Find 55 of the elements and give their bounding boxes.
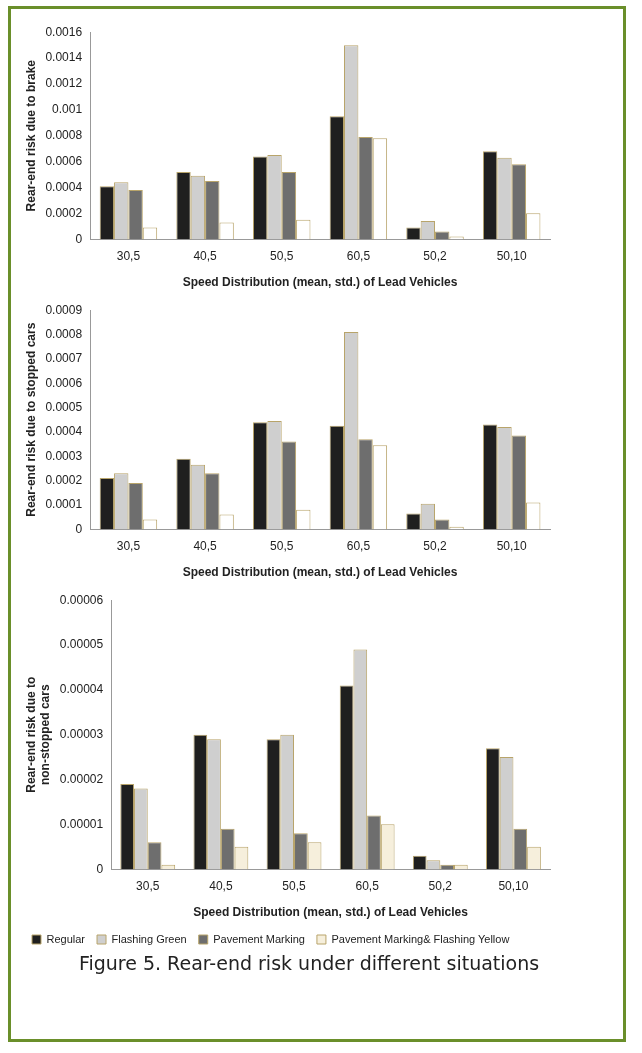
y-tick-label: 0.001 bbox=[52, 102, 83, 117]
y-tick-label: 0.00006 bbox=[59, 592, 104, 607]
x-tick-label: 60,5 bbox=[346, 538, 371, 553]
y-tick-label: 0.0007 bbox=[45, 351, 83, 366]
y-axis-title: Rear-end risk due to non-stopped cars bbox=[23, 676, 52, 793]
x-tick-label: 60,5 bbox=[346, 248, 371, 263]
y-tick-label: 0.0009 bbox=[45, 302, 83, 317]
y-tick-label: 0.0008 bbox=[45, 326, 83, 341]
x-tick-label: 40,5 bbox=[193, 248, 218, 263]
x-tick-label: 60,5 bbox=[355, 878, 380, 893]
y-tick-label: 0.0014 bbox=[45, 50, 83, 65]
y-tick-label: 0.00002 bbox=[59, 771, 104, 786]
x-tick-label: 50,10 bbox=[496, 538, 528, 553]
legend-label: Regular bbox=[46, 932, 86, 945]
y-tick-label: 0.0008 bbox=[45, 128, 83, 143]
y-axis-title: Rear-end risk due to brake bbox=[23, 59, 38, 212]
y-tick-label: 0.0016 bbox=[45, 24, 83, 39]
x-tick-label: 30,5 bbox=[116, 248, 141, 263]
x-tick-label: 50,10 bbox=[496, 248, 528, 263]
legend-label: Flashing Green bbox=[111, 932, 187, 945]
y-tick-label: 0.00003 bbox=[59, 727, 104, 742]
x-axis-title: Speed Distribution (mean, std.) of Lead Vehicles bbox=[193, 905, 469, 920]
y-tick-label: 0 bbox=[96, 861, 104, 876]
x-tick-label: 50,2 bbox=[423, 248, 448, 263]
y-axis-title: Rear-end risk due to stopped cars bbox=[23, 322, 38, 517]
y-tick-label: 0.00004 bbox=[59, 682, 104, 697]
y-tick-label: 0.0006 bbox=[45, 375, 83, 390]
y-tick-label: 0.0004 bbox=[45, 179, 83, 194]
y-tick-label: 0 bbox=[75, 521, 83, 536]
x-tick-label: 50,10 bbox=[498, 878, 529, 893]
x-tick-label: 40,5 bbox=[209, 878, 233, 893]
x-tick-label: 30,5 bbox=[136, 878, 160, 893]
x-tick-label: 50,2 bbox=[423, 538, 448, 553]
y-tick-label: 0.0006 bbox=[45, 153, 83, 168]
y-tick-label: 0.0004 bbox=[45, 424, 83, 439]
legend-label: Pavement Marking bbox=[213, 932, 305, 945]
x-tick-label: 30,5 bbox=[116, 538, 141, 553]
x-axis-title: Speed Distribution (mean, std.) of Lead Vehicles bbox=[182, 565, 458, 580]
x-tick-label: 50,5 bbox=[282, 878, 307, 893]
legend-label: Pavement Marking& Flashing Yellow bbox=[331, 932, 510, 945]
y-tick-label: 0.0003 bbox=[45, 448, 83, 463]
y-tick-label: 0.00001 bbox=[59, 816, 104, 831]
y-tick-label: 0 bbox=[75, 231, 83, 246]
y-tick-label: 0.0002 bbox=[45, 205, 83, 220]
y-tick-label: 0.0002 bbox=[45, 472, 83, 487]
x-tick-label: 50,2 bbox=[428, 878, 453, 893]
y-tick-label: 0.0012 bbox=[45, 76, 83, 91]
y-tick-label: 0.0005 bbox=[45, 399, 83, 414]
x-axis-title: Speed Distribution (mean, std.) of Lead Vehicles bbox=[182, 275, 458, 290]
x-tick-label: 50,5 bbox=[270, 248, 294, 263]
y-tick-label: 0.0001 bbox=[45, 497, 83, 512]
y-tick-label: 0.00005 bbox=[59, 637, 104, 652]
x-tick-label: 40,5 bbox=[193, 538, 218, 553]
x-tick-label: 50,5 bbox=[270, 538, 294, 553]
caption: Figure 5. Rear-end risk under different situations bbox=[77, 952, 541, 974]
